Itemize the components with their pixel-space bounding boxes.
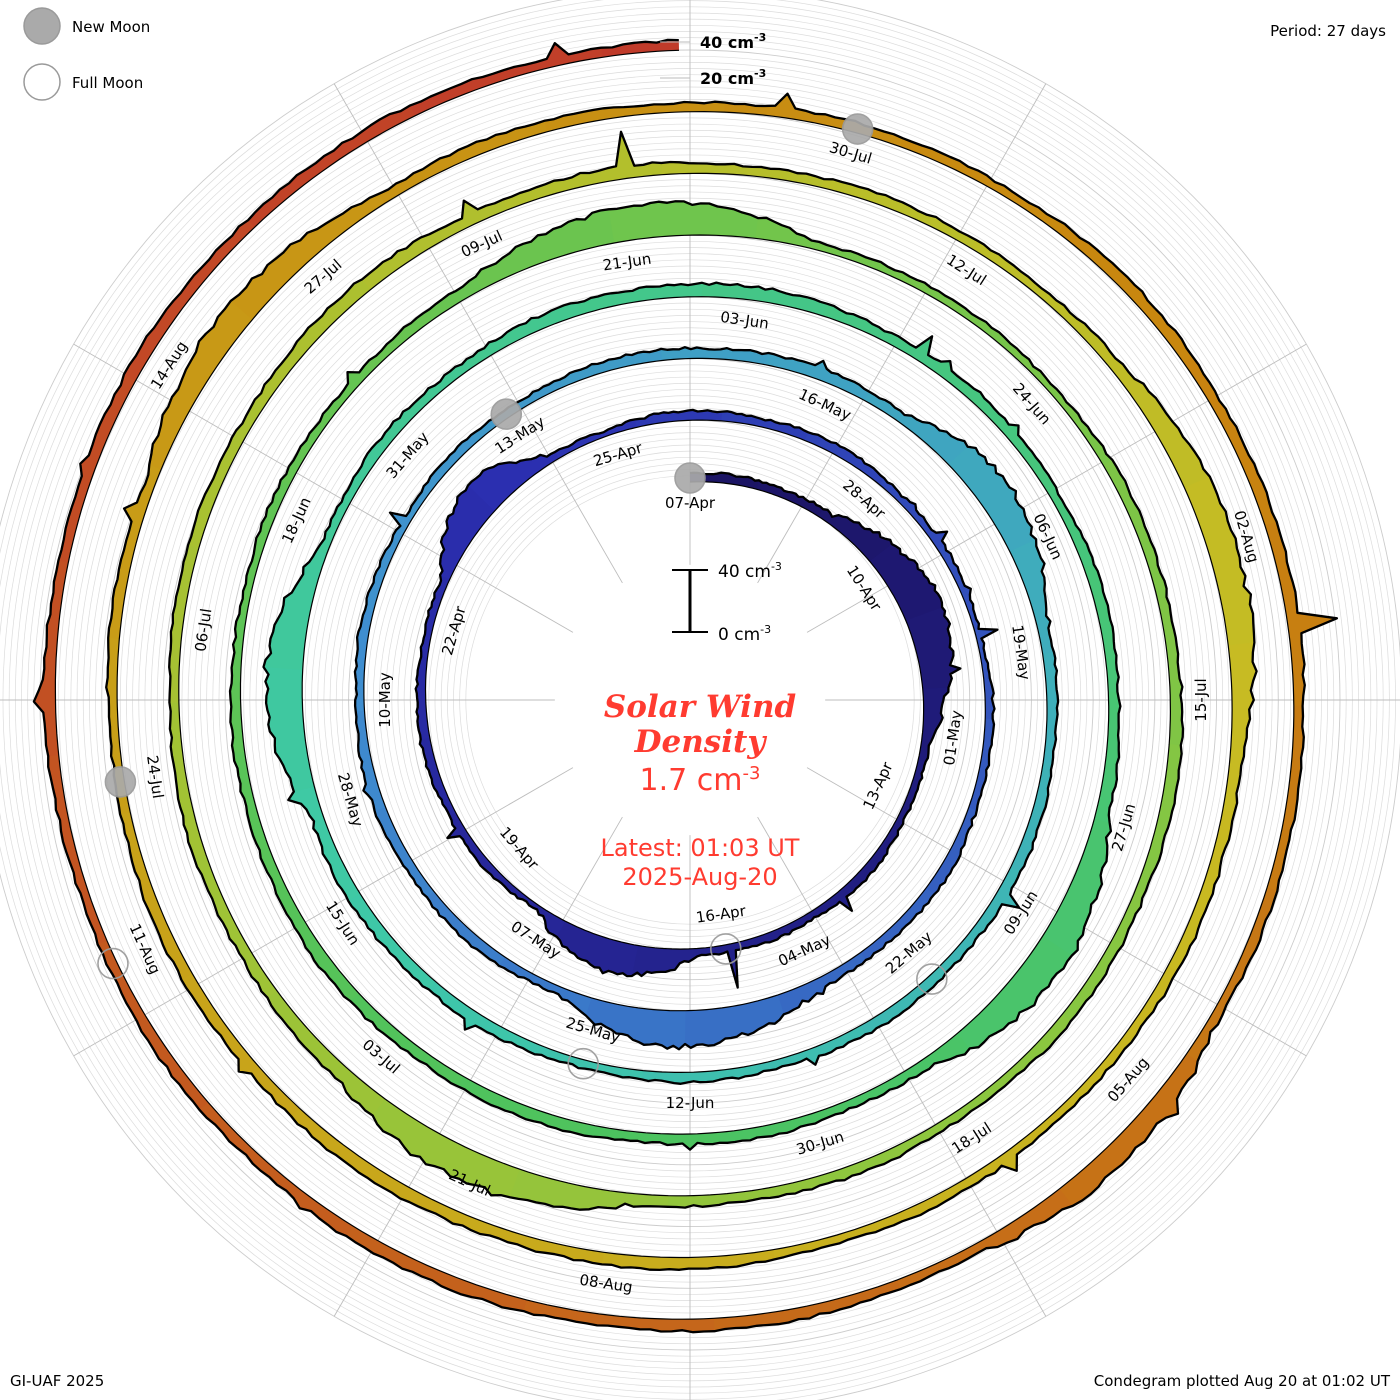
latest-date: 2025-Aug-20 [490,863,910,892]
density-fill-segment [887,1189,1072,1293]
date-label: 07-Apr [665,494,716,512]
date-label: 27-Jun [1108,801,1139,853]
density-fill-segment [420,734,456,816]
density-fill-segment [1058,224,1199,371]
density-fill-segment [501,1166,669,1209]
spiral-data-rings [34,40,1337,1332]
full-moon-label: Full Moon [72,74,143,92]
date-label: 18-Jun [278,494,315,546]
density-fill-segment [704,1280,901,1332]
density-fill-segment [495,954,592,1015]
date-label: 01-May [940,709,966,767]
latest-reading: Latest: 01:03 UT 2025-Aug-20 [490,834,910,892]
density-fill-segment [679,995,784,1049]
new-moon-swatch [24,8,60,44]
density-fill-segment [451,1073,588,1136]
latest-time: Latest: 01:03 UT [490,834,910,863]
density-fill-segment [264,544,330,670]
outer-scale-upper: 40 cm-3 [700,31,766,52]
date-label: 10-May [376,672,394,728]
moon-legend: New Moon Full Moon [0,0,300,120]
date-label: 18-Jul [948,1119,994,1158]
density-fill-segment [1265,522,1337,717]
date-label: 12-Jun [666,1094,715,1112]
current-value: 1.7 cm-3 [490,763,910,798]
date-label: 03-Jun [719,308,770,333]
new-moon-marker [105,767,135,797]
date-label: 28-May [334,771,367,829]
condegram-figure: 07-Apr 10-Apr 13-Apr 16-Apr 19-Apr 22-Apr 25-A… [0,0,1400,1400]
date-label: 12-Jul [943,251,989,290]
period-label: Period: 27 days [1270,22,1386,40]
date-label: 08-Aug [578,1271,633,1296]
density-fill-segment [1221,643,1257,822]
density-fill-segment [423,977,534,1051]
scale-annotations: 40 cm-3 20 cm-3 40 cm-3 0 cm-3 [660,31,782,645]
date-label: 21-Jun [602,250,653,275]
density-fill-segment [924,1099,1074,1210]
new-moon-marker [675,463,705,493]
density-fill-segment [476,209,622,290]
new-moon-marker [843,114,873,144]
date-label: 16-Apr [695,902,748,927]
title-line-1: Solar Wind [490,690,910,725]
spiral-baseline [55,50,1293,1319]
density-fill-segment [948,447,1036,557]
date-label: 25-Apr [591,439,645,471]
credit-label: GI-UAF 2025 [10,1372,104,1390]
title-line-2: Density [490,725,910,760]
current-value-number: 1.7 cm [640,763,743,798]
center-title-block: Solar Wind Density 1.7 cm-3 Latest: 01:0… [490,690,910,892]
full-moon-swatch [24,64,60,100]
density-fill-segment [264,660,315,792]
density-fill-segment [923,807,977,898]
plotted-timestamp-label: Condegram plotted Aug 20 at 01:02 UT [1094,1372,1390,1390]
center-scale-top-label: 40 cm-3 [718,560,782,582]
date-label: 30-Jul [827,138,874,168]
center-scale-bottom-label: 0 cm-3 [718,623,771,645]
current-value-exponent: -3 [743,763,761,784]
date-label: 15-Jul [1192,678,1210,721]
new-moon-marker [491,399,521,429]
outer-scale-lower: 20 cm-3 [700,67,766,88]
date-label: 06-Jul [191,607,215,653]
new-moon-label: New Moon [72,18,150,36]
